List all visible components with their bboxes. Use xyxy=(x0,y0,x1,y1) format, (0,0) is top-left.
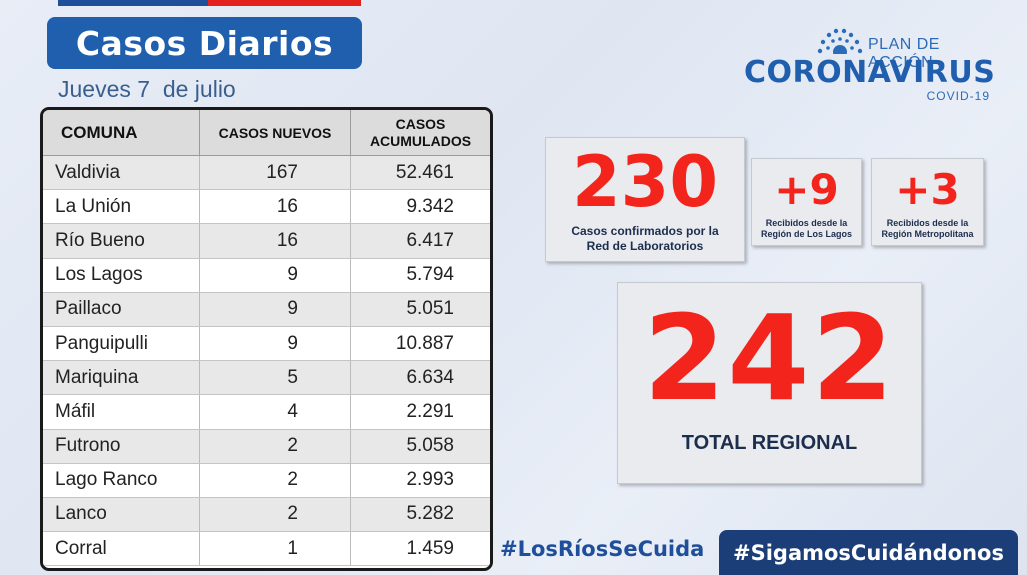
los-lagos-label-line1: Recibidos desde la xyxy=(765,218,848,228)
cell-comuna: Los Lagos xyxy=(43,258,200,293)
cell-casos-nuevos: 167 xyxy=(199,155,351,191)
lab-cases-label-line1: Casos confirmados por la xyxy=(571,224,719,238)
cell-casos-nuevos: 2 xyxy=(199,497,351,533)
metropolitana-label-line2: Región Metropolitana xyxy=(881,229,974,239)
table-row: Los Lagos 9 5.794 xyxy=(43,258,490,293)
cell-comuna: Paillaco xyxy=(43,292,200,327)
cell-casos-acumulados: 6.634 xyxy=(350,360,490,396)
cell-casos-nuevos: 9 xyxy=(199,326,351,362)
top-accent-bar xyxy=(58,0,361,6)
cell-comuna: Valdivia xyxy=(43,155,200,191)
coronavirus-plan-logo: PLAN DE ACCIÓN CORONAVIRUS COVID-19 xyxy=(744,26,996,106)
cell-comuna: Lago Ranco xyxy=(43,463,200,498)
logo-sub-text: COVID-19 xyxy=(926,89,990,103)
lab-cases-label: Casos confirmados por la Red de Laborato… xyxy=(546,224,744,254)
cell-casos-acumulados: 2.291 xyxy=(350,394,490,430)
lab-cases-label-line2: Red de Laboratorios xyxy=(586,239,704,253)
metropolitana-card: +3 Recibidos desde la Región Metropolita… xyxy=(871,158,984,246)
table-row: Corral 1 1.459 xyxy=(43,531,490,567)
los-lagos-label: Recibidos desde la Región de Los Lagos xyxy=(752,218,861,240)
table-row: La Unión 16 9.342 xyxy=(43,189,490,225)
table-row: Panguipulli 9 10.887 xyxy=(43,326,490,362)
logo-plan-text: PLAN DE ACCIÓN xyxy=(868,36,940,71)
cell-casos-nuevos: 16 xyxy=(199,223,351,259)
cell-comuna: Río Bueno xyxy=(43,223,200,259)
cell-casos-nuevos: 16 xyxy=(199,189,351,225)
cases-table: COMUNA CASOS NUEVOS CASOS ACUMULADOS Val… xyxy=(40,107,493,571)
header-casos-nuevos: CASOS NUEVOS xyxy=(199,110,351,156)
table-header-row: COMUNA CASOS NUEVOS CASOS ACUMULADOS xyxy=(43,110,490,156)
cell-casos-nuevos: 9 xyxy=(199,292,351,327)
cell-casos-nuevos: 2 xyxy=(199,463,351,498)
sun-emblem-icon xyxy=(817,28,863,54)
los-lagos-value: +9 xyxy=(774,165,839,214)
hashtag-sigamos: #SigamosCuidándonos xyxy=(719,530,1018,575)
cell-casos-acumulados: 5.051 xyxy=(350,292,490,327)
cell-casos-acumulados: 52.461 xyxy=(350,155,490,191)
total-regional-label: TOTAL REGIONAL xyxy=(681,432,858,454)
cell-casos-acumulados: 5.282 xyxy=(350,497,490,533)
cell-casos-nuevos: 5 xyxy=(199,360,351,396)
total-regional-card: 242 TOTAL REGIONAL xyxy=(617,282,922,484)
cell-comuna: Panguipulli xyxy=(43,326,200,362)
table-row: Mariquina 5 6.634 xyxy=(43,360,490,396)
lab-cases-card: 230 Casos confirmados por la Red de Labo… xyxy=(545,137,745,262)
report-date: Jueves 7 de julio xyxy=(58,76,236,102)
cell-casos-acumulados: 5.058 xyxy=(350,429,490,464)
cell-casos-acumulados: 1.459 xyxy=(350,531,490,567)
cell-comuna: La Unión xyxy=(43,189,200,225)
cell-comuna: Lanco xyxy=(43,497,200,533)
table-row: Lago Ranco 2 2.993 xyxy=(43,463,490,498)
table-row: Máfil 4 2.291 xyxy=(43,394,490,430)
lab-cases-value: 230 xyxy=(571,141,719,223)
logo-name-text: CORONAVIRUS xyxy=(744,55,996,90)
header-comuna: COMUNA xyxy=(43,110,200,156)
cell-casos-acumulados: 10.887 xyxy=(350,326,490,362)
cell-casos-acumulados: 6.417 xyxy=(350,223,490,259)
table-row: Lanco 2 5.282 xyxy=(43,497,490,533)
metropolitana-label: Recibidos desde la Región Metropolitana xyxy=(872,218,983,240)
header-casos-acumulados: CASOS ACUMULADOS xyxy=(350,110,490,156)
total-regional-value: 242 xyxy=(643,289,896,427)
table-row: Futrono 2 5.058 xyxy=(43,429,490,464)
cell-casos-acumulados: 2.993 xyxy=(350,463,490,498)
cell-casos-acumulados: 9.342 xyxy=(350,189,490,225)
metropolitana-label-line1: Recibidos desde la xyxy=(886,218,969,228)
cell-comuna: Mariquina xyxy=(43,360,200,396)
cell-casos-acumulados: 5.794 xyxy=(350,258,490,293)
cell-casos-nuevos: 2 xyxy=(199,429,351,464)
table-row: Paillaco 9 5.051 xyxy=(43,292,490,327)
los-lagos-label-line2: Región de Los Lagos xyxy=(760,229,852,239)
cell-comuna: Corral xyxy=(43,531,200,567)
table-row: Río Bueno 16 6.417 xyxy=(43,223,490,259)
cell-comuna: Máfil xyxy=(43,394,200,430)
table-row: Valdivia 167 52.461 xyxy=(43,155,490,191)
metropolitana-value: +3 xyxy=(895,165,960,214)
cell-casos-nuevos: 4 xyxy=(199,394,351,430)
los-lagos-card: +9 Recibidos desde la Región de Los Lago… xyxy=(751,158,862,246)
cell-casos-nuevos: 1 xyxy=(199,531,351,567)
hashtag-los-rios: #LosRíosSeCuida xyxy=(500,537,705,561)
cell-casos-nuevos: 9 xyxy=(199,258,351,293)
page-title: Casos Diarios xyxy=(47,17,362,69)
cell-comuna: Futrono xyxy=(43,429,200,464)
